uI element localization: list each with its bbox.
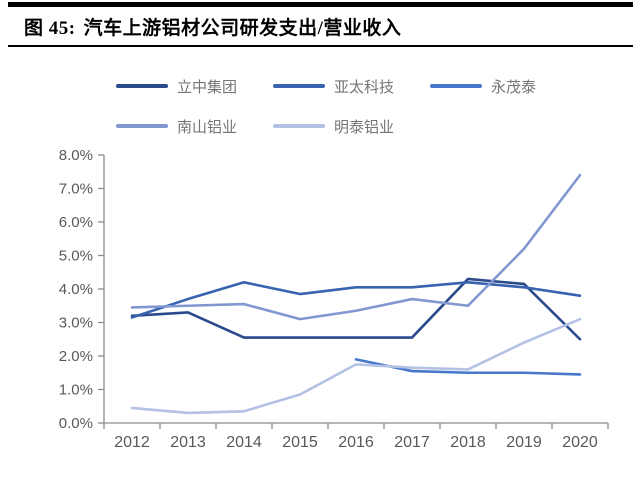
legend-label: 南山铝业	[177, 118, 238, 136]
legend-line-swatch	[273, 124, 326, 128]
legend-line-swatch	[273, 84, 326, 88]
legend-item-yatai: 亚太科技	[273, 76, 394, 97]
y-tick-label: 2.0%	[59, 348, 93, 365]
y-tick-label: 8.0%	[59, 147, 93, 164]
legend-item-yongmaotai: 永茂泰	[430, 76, 536, 97]
legend-line-swatch	[116, 84, 168, 88]
y-tick-label: 3.0%	[59, 315, 93, 332]
top-rule	[8, 2, 633, 7]
legend-item-mingtai: 明泰铝业	[273, 116, 394, 137]
line-chart-canvas: 0.0% 1.0% 2.0% 3.0% 4.0% 5.0% 6.0% 7.0% 8.0% 2012…	[59, 147, 609, 451]
x-tick-label: 2012	[114, 434, 150, 451]
legend-label: 明泰铝业	[334, 118, 395, 136]
y-tick-label: 6.0%	[59, 214, 93, 231]
figure-title-text: 汽车上游铝材公司研发支出/营业收入	[83, 18, 402, 39]
chart-legend: 立中集团 亚太科技 永茂泰 南山铝业 明泰铝业	[116, 66, 586, 146]
y-tick-label: 7.0%	[59, 181, 93, 198]
legend-item-nanshan: 南山铝业	[116, 116, 237, 137]
x-tick-label: 2014	[226, 434, 262, 451]
title-underline-rule	[8, 45, 633, 47]
series-line-南山铝业	[130, 173, 582, 321]
legend-line-swatch	[430, 84, 483, 88]
line-chart: 0.0% 1.0% 2.0% 3.0% 4.0% 5.0% 6.0% 7.0% 8.0% 2012…	[0, 145, 640, 477]
series-line-明泰铝业	[130, 317, 582, 415]
x-tick-label: 2017	[394, 434, 430, 451]
x-tick-label: 2013	[170, 434, 206, 451]
x-tick-label: 2019	[506, 434, 542, 451]
y-tick-label: 5.0%	[59, 248, 93, 265]
x-tick-label: 2015	[282, 434, 318, 451]
legend-label: 立中集团	[177, 78, 238, 96]
legend-label: 亚太科技	[334, 78, 395, 96]
y-tick-label: 0.0%	[59, 415, 93, 432]
legend-item-lizhong: 立中集团	[116, 76, 237, 97]
figure-title: 图 45: 汽车上游铝材公司研发支出/营业收入	[24, 13, 630, 40]
series-line-亚太科技	[130, 281, 582, 319]
figure-number-label: 图 45:	[24, 18, 76, 39]
legend-line-swatch	[116, 124, 168, 128]
series-line-立中集团	[130, 277, 582, 341]
x-tick-label: 2018	[450, 434, 486, 451]
legend-row-2: 南山铝业 明泰铝业	[116, 106, 586, 146]
legend-row-1: 立中集团 亚太科技 永茂泰	[116, 66, 586, 106]
y-tick-label: 4.0%	[59, 281, 93, 298]
legend-label: 永茂泰	[491, 78, 537, 96]
x-tick-label: 2020	[562, 434, 598, 451]
y-tick-label: 1.0%	[59, 382, 93, 399]
x-tick-label: 2016	[338, 434, 374, 451]
